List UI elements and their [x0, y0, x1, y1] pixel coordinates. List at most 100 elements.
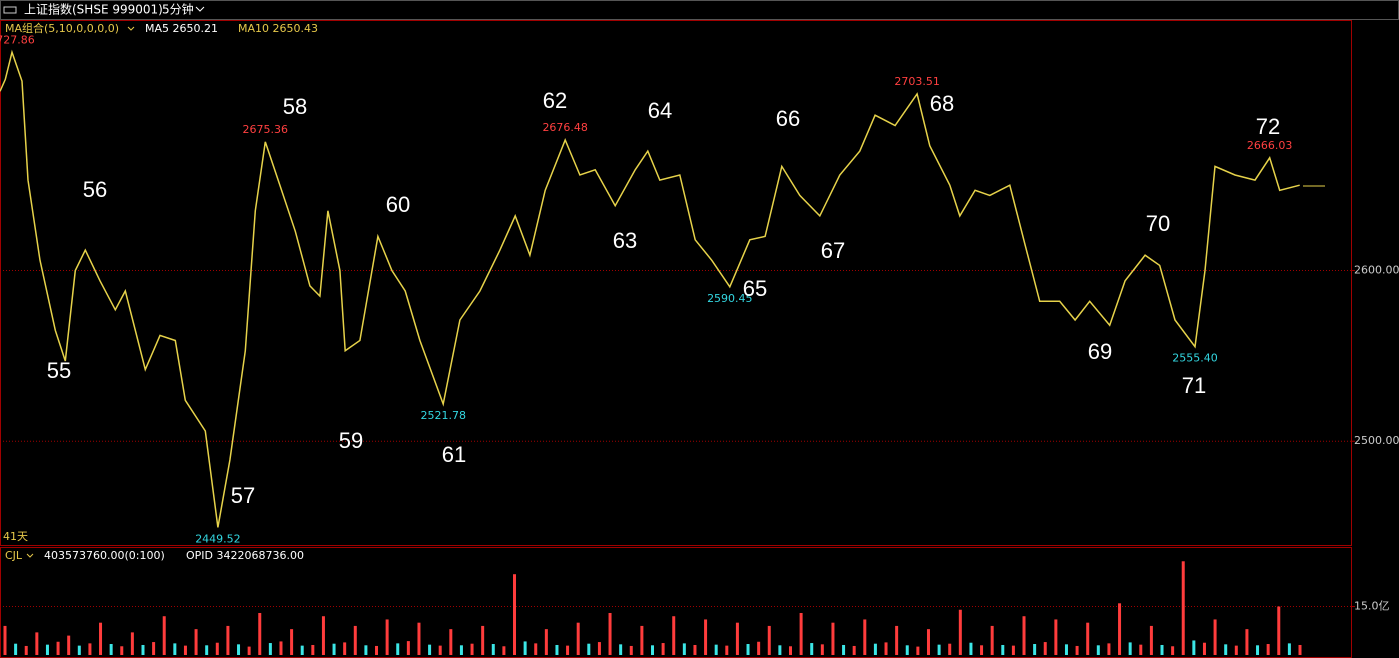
volume-bar [1213, 619, 1217, 655]
volume-bar [831, 622, 835, 655]
volume-bar [714, 644, 718, 655]
volume-bar [661, 643, 665, 655]
volume-bar [502, 646, 506, 655]
volume-bar [523, 641, 527, 655]
volume-bar [1266, 644, 1270, 655]
wave-annotation: 60 [386, 192, 410, 217]
opid: OPID 3422068736.00 [186, 549, 304, 562]
volume-bar [300, 645, 304, 655]
volume-bar [353, 625, 357, 655]
extreme-label: 2449.52 [195, 532, 241, 545]
volume-bar [937, 644, 941, 655]
wave-annotation: 72 [1256, 114, 1280, 139]
volume-bar [141, 644, 145, 655]
volume-bar [194, 629, 198, 655]
volume-bar [513, 574, 517, 655]
volume-bar [14, 643, 18, 655]
volume-bar [1118, 603, 1122, 655]
volume-bar [852, 645, 856, 655]
volume-bar [1234, 645, 1238, 655]
wave-annotation: 68 [930, 91, 954, 116]
volume-bar [1298, 644, 1302, 655]
volume-bar [396, 643, 400, 655]
volume-bar [608, 612, 612, 655]
volume-bar [1075, 645, 1079, 655]
volume-bar [332, 643, 336, 655]
extreme-label: 2666.03 [1247, 139, 1293, 152]
window-icon[interactable] [3, 6, 17, 14]
volume-bar [109, 644, 113, 655]
volume-bar [470, 643, 474, 655]
wave-annotation: 67 [821, 238, 845, 263]
volume-bar [162, 616, 166, 655]
volume-bar [343, 642, 347, 655]
volume-bar [88, 643, 92, 655]
volume-bar [1107, 643, 1111, 655]
volume-bar [1064, 644, 1068, 655]
volume-bar [555, 644, 559, 655]
volume-bar [1043, 642, 1047, 655]
interval-chevron[interactable] [195, 6, 205, 12]
y-tick-label: 15.0亿 [1354, 600, 1390, 613]
symbol[interactable]: 上证指数(SHSE 999001) [24, 2, 163, 17]
volume-bar [449, 629, 453, 655]
volume-bar [385, 619, 389, 655]
volume-bar [1139, 644, 1143, 655]
volume-bar [237, 644, 241, 655]
volume-bar [916, 646, 920, 655]
volume-bar [45, 644, 49, 655]
volume-bar [35, 632, 39, 655]
volume-bar [576, 622, 580, 655]
wave-annotation: 55 [47, 358, 71, 383]
wave-annotation: 61 [442, 442, 466, 467]
ma-indicator[interactable]: MA组合(5,10,0,0,0,0) [5, 21, 119, 35]
volume-bar [247, 646, 251, 655]
volume-bar [1128, 642, 1132, 655]
volume-bar [1202, 642, 1206, 655]
volume-bar [24, 645, 28, 655]
volume-indicator[interactable]: CJL [5, 549, 23, 562]
volume-bar [183, 645, 187, 655]
volume-bar [417, 622, 421, 655]
volume-bar [778, 645, 782, 655]
volume-bar [566, 645, 570, 655]
volume-bar [215, 642, 219, 655]
volume-bar [534, 643, 538, 655]
volume-bar [1001, 644, 1005, 655]
wave-annotation: 63 [613, 228, 637, 253]
volume-bar [258, 612, 262, 655]
extreme-label: 2675.36 [243, 123, 289, 136]
volume-bar [629, 645, 633, 655]
volume-bar [481, 625, 485, 655]
volume-bar [1022, 616, 1026, 655]
ma-chevron[interactable] [127, 26, 135, 31]
volume-bar [767, 625, 771, 655]
volume-bar [130, 632, 134, 655]
volume-bar [990, 625, 994, 655]
volume-bar [375, 645, 379, 655]
volume-bar [311, 644, 315, 655]
volume-bar [1171, 646, 1175, 655]
volume-bar [1149, 625, 1153, 655]
volume-bar [321, 616, 325, 655]
volume-bar [99, 622, 103, 655]
volume-bar [364, 645, 368, 655]
extreme-label: 2727.86 [0, 33, 35, 46]
volume-bar [226, 625, 230, 655]
volume-bar [1181, 561, 1185, 655]
ma5: MA5 2650.21 [145, 22, 218, 35]
volume-bar [704, 619, 708, 655]
volume-bar [1245, 629, 1249, 655]
wave-annotation: 58 [283, 94, 307, 119]
volume-bar [67, 635, 71, 655]
volume-bar [842, 644, 846, 655]
volume-bar [799, 612, 803, 655]
volume-bar [1224, 644, 1228, 655]
interval[interactable]: 5分钟 [162, 2, 194, 17]
volume-bar [619, 644, 623, 655]
volume-bar [969, 642, 973, 655]
extreme-label: 2521.78 [420, 409, 466, 422]
volume-bar [56, 641, 60, 655]
volume-chevron[interactable] [26, 553, 34, 558]
price-frame [0, 20, 1352, 546]
